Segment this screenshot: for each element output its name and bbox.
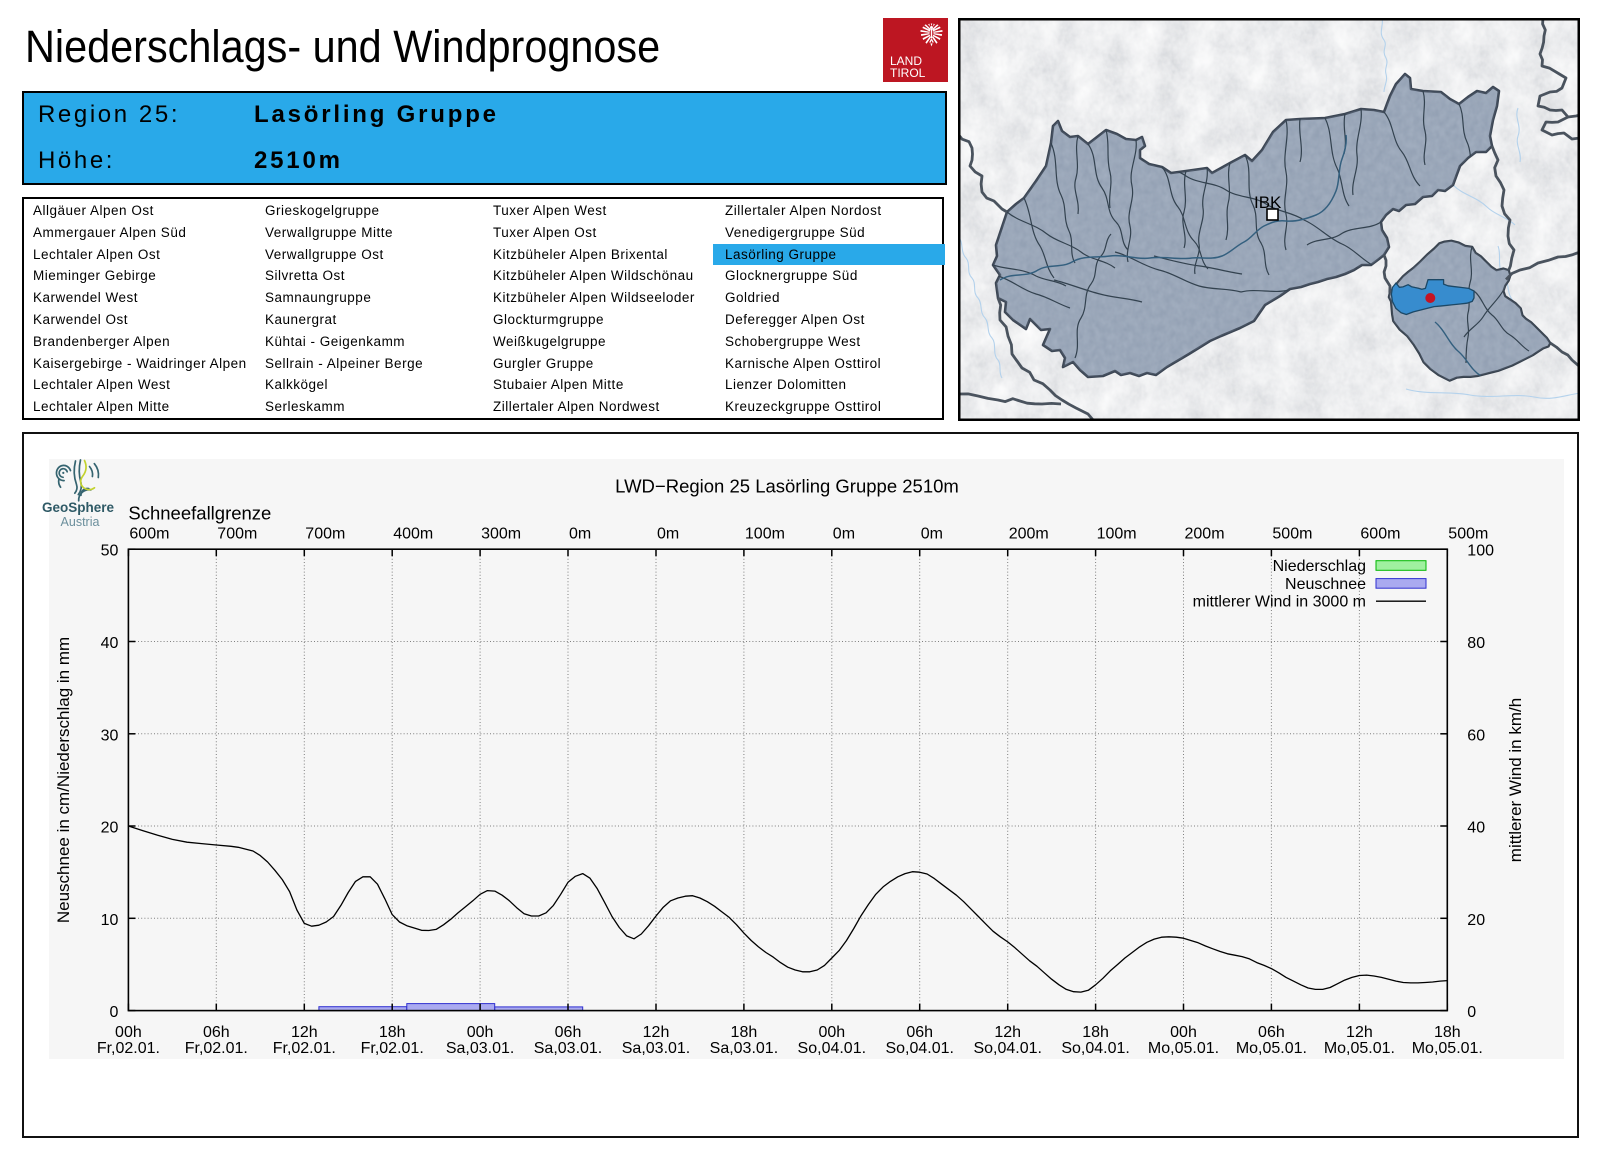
svg-text:600m: 600m: [1360, 526, 1400, 543]
svg-text:18h: 18h: [1082, 1024, 1109, 1041]
svg-text:100m: 100m: [1097, 526, 1137, 543]
svg-text:0m: 0m: [921, 526, 943, 543]
svg-text:Sa,03.01.: Sa,03.01.: [446, 1040, 514, 1057]
svg-text:12h: 12h: [643, 1024, 670, 1041]
svg-text:Mo,05.01.: Mo,05.01.: [1412, 1040, 1483, 1057]
svg-text:Sa,03.01.: Sa,03.01.: [534, 1040, 603, 1057]
svg-text:So,04.01.: So,04.01.: [798, 1040, 867, 1057]
svg-text:0m: 0m: [569, 526, 591, 543]
svg-text:50: 50: [101, 543, 119, 560]
svg-text:200m: 200m: [1009, 526, 1049, 543]
svg-text:18h: 18h: [379, 1024, 406, 1041]
svg-text:Sa,03.01.: Sa,03.01.: [710, 1040, 779, 1057]
svg-text:TIROL: TIROL: [890, 66, 926, 80]
svg-text:100: 100: [1467, 543, 1494, 560]
svg-text:06h: 06h: [906, 1024, 933, 1041]
svg-text:Fr,02.01.: Fr,02.01.: [273, 1040, 336, 1057]
svg-text:200m: 200m: [1185, 526, 1225, 543]
svg-text:So,04.01.: So,04.01.: [1061, 1040, 1130, 1057]
svg-text:06h: 06h: [555, 1024, 582, 1041]
svg-text:LAND: LAND: [890, 54, 922, 68]
svg-text:06h: 06h: [1258, 1024, 1285, 1041]
svg-text:20: 20: [1467, 912, 1485, 929]
svg-text:12h: 12h: [1346, 1024, 1373, 1041]
svg-text:Fr,02.01.: Fr,02.01.: [185, 1040, 248, 1057]
svg-text:18h: 18h: [731, 1024, 758, 1041]
svg-text:700m: 700m: [305, 526, 345, 543]
svg-text:00h: 00h: [467, 1024, 494, 1041]
svg-text:LWD−Region 25 Lasörling Gruppe: LWD−Region 25 Lasörling Gruppe 2510m: [615, 476, 959, 497]
svg-text:40: 40: [1467, 820, 1485, 837]
svg-text:80: 80: [1467, 635, 1485, 652]
svg-text:20: 20: [101, 820, 119, 837]
svg-text:12h: 12h: [291, 1024, 318, 1041]
svg-text:600m: 600m: [129, 526, 169, 543]
svg-text:Fr,02.01.: Fr,02.01.: [97, 1040, 160, 1057]
svg-text:So,04.01.: So,04.01.: [973, 1040, 1042, 1057]
svg-text:IBK: IBK: [1254, 193, 1282, 212]
svg-text:500m: 500m: [1272, 526, 1312, 543]
svg-text:0: 0: [1467, 1004, 1476, 1021]
svg-text:40: 40: [101, 635, 119, 652]
svg-text:Neuschnee: Neuschnee: [1285, 576, 1366, 593]
svg-text:100m: 100m: [745, 526, 785, 543]
svg-text:Schneefallgrenze: Schneefallgrenze: [128, 503, 271, 524]
svg-text:Fr,02.01.: Fr,02.01.: [361, 1040, 424, 1057]
svg-text:400m: 400m: [393, 526, 433, 543]
svg-text:0: 0: [109, 1004, 118, 1021]
svg-text:18h: 18h: [1434, 1024, 1461, 1041]
svg-text:700m: 700m: [217, 526, 257, 543]
svg-text:Neuschnee in cm/Niederschlag i: Neuschnee in cm/Niederschlag in mm: [54, 637, 73, 923]
svg-text:10: 10: [101, 912, 119, 929]
svg-text:00h: 00h: [115, 1024, 142, 1041]
svg-text:12h: 12h: [994, 1024, 1021, 1041]
svg-text:Mo,05.01.: Mo,05.01.: [1148, 1040, 1219, 1057]
svg-text:500m: 500m: [1448, 526, 1488, 543]
svg-text:00h: 00h: [1170, 1024, 1197, 1041]
svg-text:0m: 0m: [657, 526, 679, 543]
svg-text:300m: 300m: [481, 526, 521, 543]
svg-text:0m: 0m: [833, 526, 855, 543]
svg-text:06h: 06h: [203, 1024, 230, 1041]
svg-text:mittlerer Wind in km/h: mittlerer Wind in km/h: [1506, 698, 1525, 862]
svg-text:30: 30: [101, 727, 119, 744]
svg-text:Sa,03.01.: Sa,03.01.: [622, 1040, 691, 1057]
svg-text:So,04.01.: So,04.01.: [885, 1040, 954, 1057]
svg-text:Austria: Austria: [61, 515, 100, 529]
svg-text:Mo,05.01.: Mo,05.01.: [1324, 1040, 1395, 1057]
svg-text:mittlerer Wind in 3000 m: mittlerer Wind in 3000 m: [1193, 594, 1366, 611]
svg-text:Niederschlag: Niederschlag: [1273, 558, 1366, 575]
svg-text:00h: 00h: [818, 1024, 845, 1041]
svg-text:Mo,05.01.: Mo,05.01.: [1236, 1040, 1307, 1057]
svg-text:60: 60: [1467, 727, 1485, 744]
svg-text:GeoSphere: GeoSphere: [42, 500, 115, 515]
